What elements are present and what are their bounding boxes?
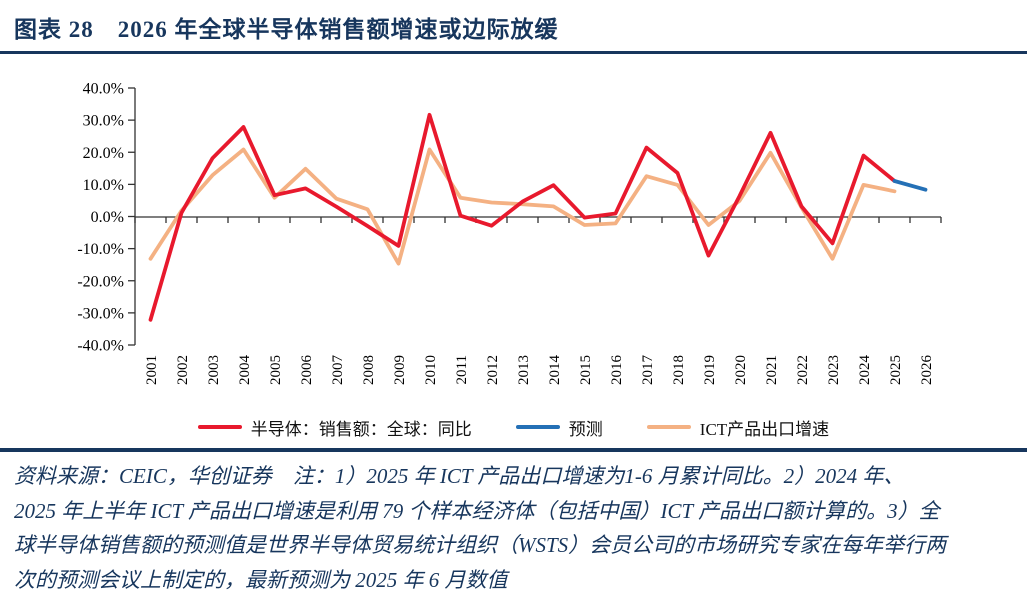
- svg-text:2017: 2017: [640, 355, 656, 386]
- svg-text:2008: 2008: [361, 355, 377, 385]
- svg-text:2004: 2004: [237, 355, 253, 386]
- source-note-line: 2025 年上半年 ICT 产品出口增速是利用 79 个样本经济体（包括中国）I…: [14, 498, 940, 523]
- svg-text:2006: 2006: [299, 355, 315, 386]
- legend-label: 预测: [568, 419, 603, 439]
- svg-text:2020: 2020: [733, 355, 749, 385]
- svg-text:20.0%: 20.0%: [83, 145, 124, 162]
- legend-item-forecast: 预测: [515, 415, 603, 440]
- svg-text:2010: 2010: [423, 355, 439, 385]
- chart-area: 40.0% 30.0% 20.0% 10.0% 0.0% -10.0% -20.0% -30.…: [0, 58, 1027, 410]
- svg-text:2013: 2013: [516, 355, 532, 385]
- legend-swatch-blue-line: [515, 425, 560, 429]
- svg-text:-40.0%: -40.0%: [77, 338, 124, 355]
- svg-text:2018: 2018: [671, 355, 687, 385]
- svg-text:2003: 2003: [206, 355, 222, 385]
- svg-text:2007: 2007: [330, 355, 346, 386]
- legend-swatch-orange-line: [646, 425, 691, 429]
- svg-text:2009: 2009: [392, 355, 408, 385]
- svg-text:2016: 2016: [609, 355, 625, 386]
- svg-text:40.0%: 40.0%: [83, 81, 124, 98]
- svg-text:2012: 2012: [485, 355, 501, 385]
- svg-text:0.0%: 0.0%: [91, 209, 124, 226]
- svg-text:-10.0%: -10.0%: [77, 241, 124, 258]
- svg-text:2014: 2014: [547, 355, 563, 386]
- svg-text:-20.0%: -20.0%: [77, 273, 124, 290]
- figure-title: 图表 28 2026 年全球半导体销售额增速或边际放缓: [14, 17, 559, 42]
- svg-text:2022: 2022: [795, 355, 811, 385]
- svg-text:2023: 2023: [826, 355, 842, 385]
- svg-text:2005: 2005: [268, 355, 284, 385]
- svg-text:2001: 2001: [144, 355, 160, 385]
- svg-text:2025: 2025: [888, 355, 904, 385]
- svg-text:2026: 2026: [919, 355, 935, 386]
- legend-label: 半导体：销售额：全球：同比: [250, 419, 472, 439]
- svg-text:2015: 2015: [578, 355, 594, 385]
- footer-divider: [0, 448, 1027, 452]
- svg-text:30.0%: 30.0%: [83, 113, 124, 130]
- legend-item-ict-export-growth: ICT产品出口增速: [646, 415, 830, 440]
- source-note: 资料来源：CEIC，华创证券 注：1）2025 年 ICT 产品出口增速为1-6…: [0, 452, 1027, 597]
- legend-swatch-red-line: [197, 425, 242, 429]
- svg-text:2002: 2002: [175, 355, 191, 385]
- source-note-line: 球半导体销售额的预测值是世界半导体贸易统计组织（WSTS）会员公司的市场研究专家…: [14, 533, 947, 557]
- svg-text:-30.0%: -30.0%: [77, 305, 124, 322]
- svg-text:2021: 2021: [764, 355, 780, 385]
- title-divider: [0, 51, 1027, 54]
- svg-text:2019: 2019: [702, 355, 718, 385]
- source-note-line: 次的预测会议上制定的，最新预测为 2025 年 6 月数值: [14, 567, 508, 592]
- svg-text:2011: 2011: [454, 355, 470, 384]
- source-note-line: 资料来源：CEIC，华创证券 注：1）2025 年 ICT 产品出口增速为1-6…: [14, 464, 905, 488]
- legend-item-semiconductor-yoy: 半导体：销售额：全球：同比: [197, 415, 472, 440]
- legend-label: ICT产品出口增速: [699, 419, 830, 439]
- line-chart: 40.0% 30.0% 20.0% 10.0% 0.0% -10.0% -20.0% -30.…: [77, 81, 942, 386]
- svg-text:10.0%: 10.0%: [83, 177, 124, 194]
- svg-text:2024: 2024: [857, 355, 873, 386]
- chart-legend: 半导体：销售额：全球：同比 预测 ICT产品出口增速: [0, 410, 1027, 444]
